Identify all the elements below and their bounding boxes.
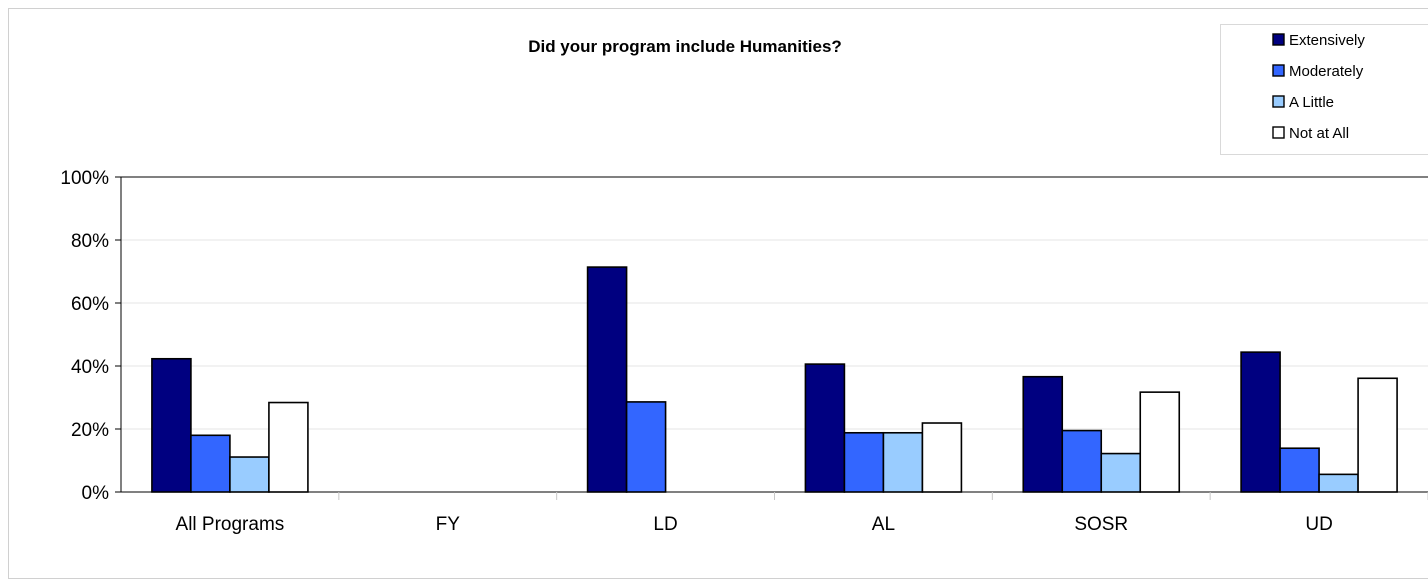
legend-label: Moderately [1289,63,1364,80]
y-tick-label: 0% [82,483,110,504]
x-tick-label: All Programs [176,514,285,535]
legend-swatch [1273,127,1284,138]
bar-not-at-all [1140,392,1179,492]
y-tick-label: 80% [71,231,109,252]
bar-extensively [588,267,627,492]
x-tick-label: UD [1305,514,1332,535]
bar-moderately [1062,431,1101,492]
bar-extensively [1241,352,1280,492]
bar-not-at-all [1358,378,1397,492]
x-tick-label: LD [653,514,677,535]
bar-extensively [805,364,844,492]
legend-swatch [1273,96,1284,107]
bar-moderately [1280,448,1319,492]
x-tick-label: FY [436,514,461,535]
bar-a-little [230,457,269,492]
y-tick-label: 60% [71,294,109,315]
legend-swatch [1273,34,1284,45]
bar-not-at-all [269,403,308,492]
y-tick-label: 100% [60,168,109,189]
x-tick-label: AL [872,514,895,535]
x-tick-label: SOSR [1074,514,1128,535]
legend-swatch [1273,65,1284,76]
y-tick-label: 40% [71,357,109,378]
legend-label: Not at All [1289,125,1349,142]
bar-moderately [191,435,230,492]
legend-label: A Little [1289,94,1334,111]
chart-title: Did your program include Humanities? [528,37,842,56]
bar-extensively [152,359,191,492]
bar-extensively [1023,377,1062,492]
bar-moderately [844,433,883,492]
chart-border [9,9,1428,579]
bar-a-little [1319,474,1358,492]
legend-label: Extensively [1289,32,1365,49]
bar-a-little [1101,454,1140,492]
bar-moderately [627,402,666,492]
legend: Extensively Moderately A Little Not at All [1221,25,1428,155]
y-tick-label: 20% [71,420,109,441]
bar-not-at-all [922,423,961,492]
bar-a-little [883,433,922,492]
